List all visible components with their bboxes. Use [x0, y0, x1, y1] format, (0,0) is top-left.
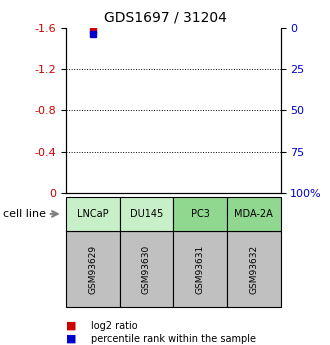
Text: ■: ■ — [66, 334, 77, 344]
Text: GSM93629: GSM93629 — [88, 245, 97, 294]
Text: GSM93632: GSM93632 — [249, 245, 258, 294]
Text: cell line: cell line — [3, 209, 46, 219]
Text: percentile rank within the sample: percentile rank within the sample — [91, 334, 256, 344]
Text: GSM93630: GSM93630 — [142, 245, 151, 294]
Text: GDS1697 / 31204: GDS1697 / 31204 — [104, 10, 226, 24]
Text: DU145: DU145 — [130, 209, 163, 219]
Text: log2 ratio: log2 ratio — [91, 321, 137, 331]
Text: MDA-2A: MDA-2A — [234, 209, 273, 219]
Text: PC3: PC3 — [191, 209, 210, 219]
Text: LNCaP: LNCaP — [77, 209, 109, 219]
Text: ■: ■ — [66, 321, 77, 331]
Text: GSM93631: GSM93631 — [196, 245, 205, 294]
